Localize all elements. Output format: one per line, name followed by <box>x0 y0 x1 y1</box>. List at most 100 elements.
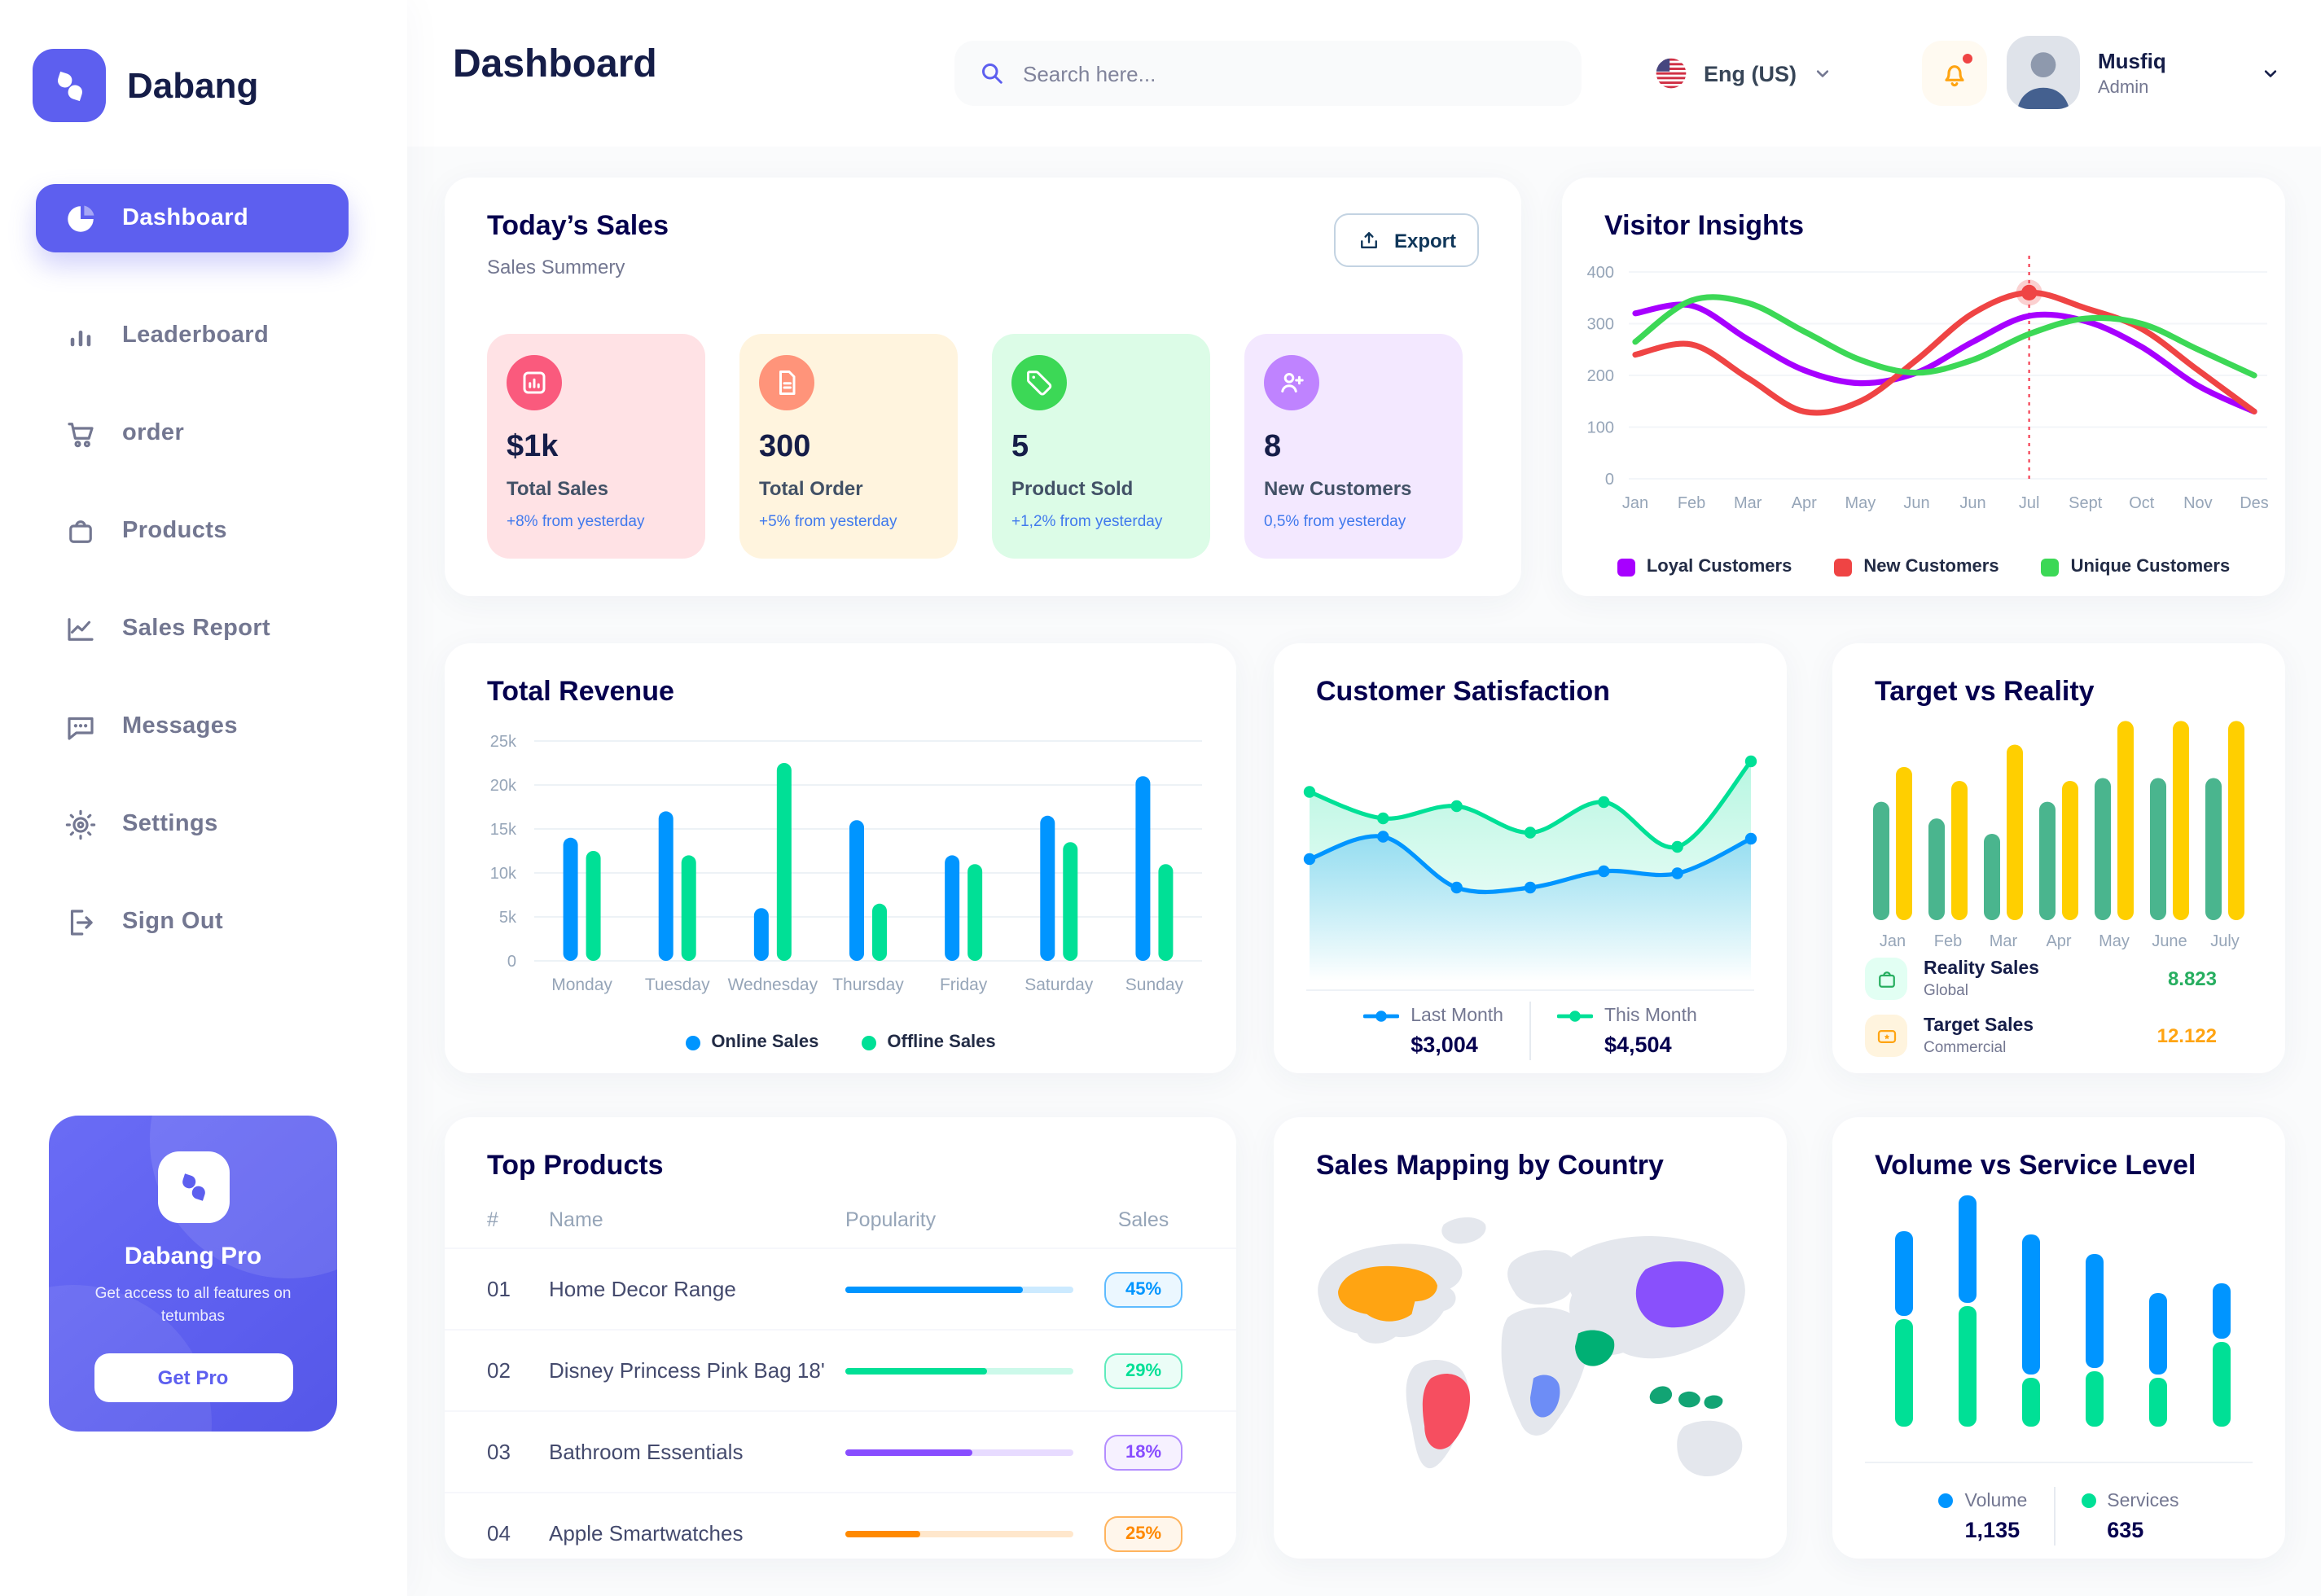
svg-text:0: 0 <box>1605 471 1614 489</box>
page-title: Dashboard <box>453 42 657 86</box>
stat-value: $1k <box>507 430 559 464</box>
product-popularity-bar <box>845 1286 1093 1292</box>
target-vs-reality-card: Target vs Reality Jan Feb Mar Apr May June Jul… <box>1832 643 2285 1073</box>
svg-text:400: 400 <box>1587 264 1614 282</box>
sidebar-item-label: Leaderboard <box>122 322 270 349</box>
map-australia <box>1677 1420 1743 1477</box>
language-selector[interactable]: Eng (US) <box>1653 49 1834 98</box>
svg-text:Jul: Jul <box>2019 494 2040 512</box>
svg-text:Nov: Nov <box>2183 494 2213 512</box>
visitor-insights-chart: 0 100 200 300 400 Jan Feb Mar Apr May Jun Jun Jul Sep… <box>1587 256 2269 512</box>
svg-text:Apr: Apr <box>1792 494 1817 512</box>
user-role: Admin <box>2098 77 2149 97</box>
stat-value: 5 <box>1011 430 1029 464</box>
column-header-sales: Sales <box>1117 1208 1169 1231</box>
sidebar: Dabang Dashboard Leaderboard order Products… <box>0 0 407 1596</box>
pro-logo-icon <box>157 1151 229 1223</box>
product-sales-badge: 29% <box>1104 1353 1182 1388</box>
bag-icon <box>64 514 98 548</box>
sidebar-item-settings[interactable]: Settings <box>36 790 349 858</box>
legend-item-online-sales: Online Sales <box>685 1033 818 1052</box>
brand: Dabang <box>33 49 258 122</box>
volume-service-legend: Volume 1,135 Services 635 <box>1832 1487 2285 1546</box>
product-row-home-decor-range: 01 Home Decor Range 45% <box>445 1247 1236 1329</box>
notification-dot <box>1961 52 1974 65</box>
sidebar-item-label: Settings <box>122 811 218 837</box>
ticket-icon <box>1865 1015 1907 1057</box>
legend-item-unique-customers: Unique Customers <box>2041 557 2230 577</box>
map-country-united-states <box>1338 1265 1437 1322</box>
total-revenue-legend: Online Sales Offline Sales <box>445 1033 1236 1052</box>
pie-chart-icon <box>64 201 98 235</box>
product-row-bathroom-essentials: 03 Bathroom Essentials 18% <box>445 1410 1236 1492</box>
map-country-dr-congo <box>1530 1375 1560 1418</box>
sales-map-card: Sales Mapping by Country <box>1274 1117 1787 1559</box>
product-number: 02 <box>487 1358 511 1383</box>
search-input[interactable] <box>1023 61 1559 86</box>
map-europe <box>1507 1250 1576 1305</box>
stat-card-total-order: 300 Total Order +5% from yesterday <box>739 334 958 559</box>
stat-card-new-customers: 8 New Customers 0,5% from yesterday <box>1244 334 1463 559</box>
chevron-down-icon <box>1816 70 1829 77</box>
svg-text:Mar: Mar <box>1734 494 1762 512</box>
svg-text:Apr: Apr <box>2046 932 2071 950</box>
legend-item-reality-sales: Reality Sales Global 8.823 <box>1865 956 2259 1002</box>
sidebar-item-sign-out[interactable]: Sign Out <box>36 888 349 956</box>
export-button[interactable]: Export <box>1333 213 1479 267</box>
sidebar-item-label: Messages <box>122 713 238 739</box>
map-country-china <box>1635 1261 1724 1328</box>
bag-icon <box>1865 958 1907 1000</box>
sidebar-item-label: order <box>122 420 185 446</box>
svg-text:Oct: Oct <box>2129 494 2155 512</box>
stat-card-total-sales: $1k Total Sales +8% from yesterday <box>487 334 705 559</box>
top-products-table: # Name Popularity Sales 01 Home Decor Range 45… <box>445 1192 1236 1573</box>
svg-text:Monday: Monday <box>551 976 612 994</box>
svg-text:Feb: Feb <box>1678 494 1705 512</box>
target-vs-reality-title: Target vs Reality <box>1875 676 2095 707</box>
pro-card-subtitle: Get access to all features on tetumbas <box>94 1285 292 1326</box>
map-country-saudi-arabia <box>1575 1330 1615 1366</box>
pro-card-title: Dabang Pro <box>124 1243 262 1270</box>
sidebar-item-sales-report[interactable]: Sales Report <box>36 594 349 663</box>
top-products-card: Top Products # Name Popularity Sales 01 Home … <box>445 1117 1236 1559</box>
sidebar-item-dashboard[interactable]: Dashboard <box>36 184 349 252</box>
avatar <box>2007 36 2080 109</box>
svg-text:June: June <box>2152 932 2187 950</box>
top-products-header-row: # Name Popularity Sales <box>445 1192 1236 1247</box>
todays-sales-title: Today’s Sales <box>487 210 669 241</box>
customer-satisfaction-legend: Last Month $3,004 This Month $4,504 <box>1274 1002 1787 1060</box>
volume-service-card: Volume vs Service Level Volume 1,135 Servi… <box>1832 1117 2285 1559</box>
svg-text:Jan: Jan <box>1880 932 1906 950</box>
pro-card: Dabang Pro Get access to all features on… <box>49 1116 337 1432</box>
svg-text:May: May <box>1845 494 1876 512</box>
sidebar-item-products[interactable]: Products <box>36 497 349 565</box>
total-revenue-chart: 0 5k 10k 15k 20k 25k Monday Tuesday Wednesday Thu… <box>490 733 1202 994</box>
product-name: Home Decor Range <box>549 1277 736 1301</box>
map-greenland <box>1441 1217 1486 1244</box>
stat-value: 8 <box>1264 430 1282 464</box>
notifications-button[interactable] <box>1922 41 1987 106</box>
search-box[interactable] <box>954 41 1582 106</box>
stat-change: 0,5% from yesterday <box>1264 513 1406 531</box>
sidebar-item-messages[interactable]: Messages <box>36 692 349 761</box>
legend-item-loyal-customers: Loyal Customers <box>1617 557 1792 577</box>
sidebar-item-order[interactable]: order <box>36 399 349 467</box>
todays-sales-card: Today’s Sales Sales Summery Export $1k To… <box>445 178 1521 596</box>
svg-text:Mar: Mar <box>1990 932 2018 950</box>
legend-item-last-month: Last Month $3,004 <box>1337 1006 1529 1056</box>
total-revenue-title: Total Revenue <box>487 676 674 707</box>
volume-service-chart <box>1865 1195 2253 1463</box>
customer-satisfaction-chart <box>1303 755 1757 991</box>
user-menu[interactable]: Musfiq Admin <box>2007 36 2282 109</box>
legend-item-new-customers: New Customers <box>1834 557 1999 577</box>
sidebar-item-leaderboard[interactable]: Leaderboard <box>36 301 349 370</box>
svg-text:Tuesday: Tuesday <box>645 976 710 994</box>
get-pro-button[interactable]: Get Pro <box>94 1353 292 1402</box>
svg-text:100: 100 <box>1587 419 1614 437</box>
search-icon <box>982 64 1003 84</box>
cart-icon <box>64 416 98 450</box>
column-header-: # <box>487 1208 498 1231</box>
svg-text:5k: 5k <box>499 909 517 927</box>
total-revenue-card: Total Revenue 0 5k 10k 15k 20k 25k Monday Tuesd… <box>445 643 1236 1073</box>
